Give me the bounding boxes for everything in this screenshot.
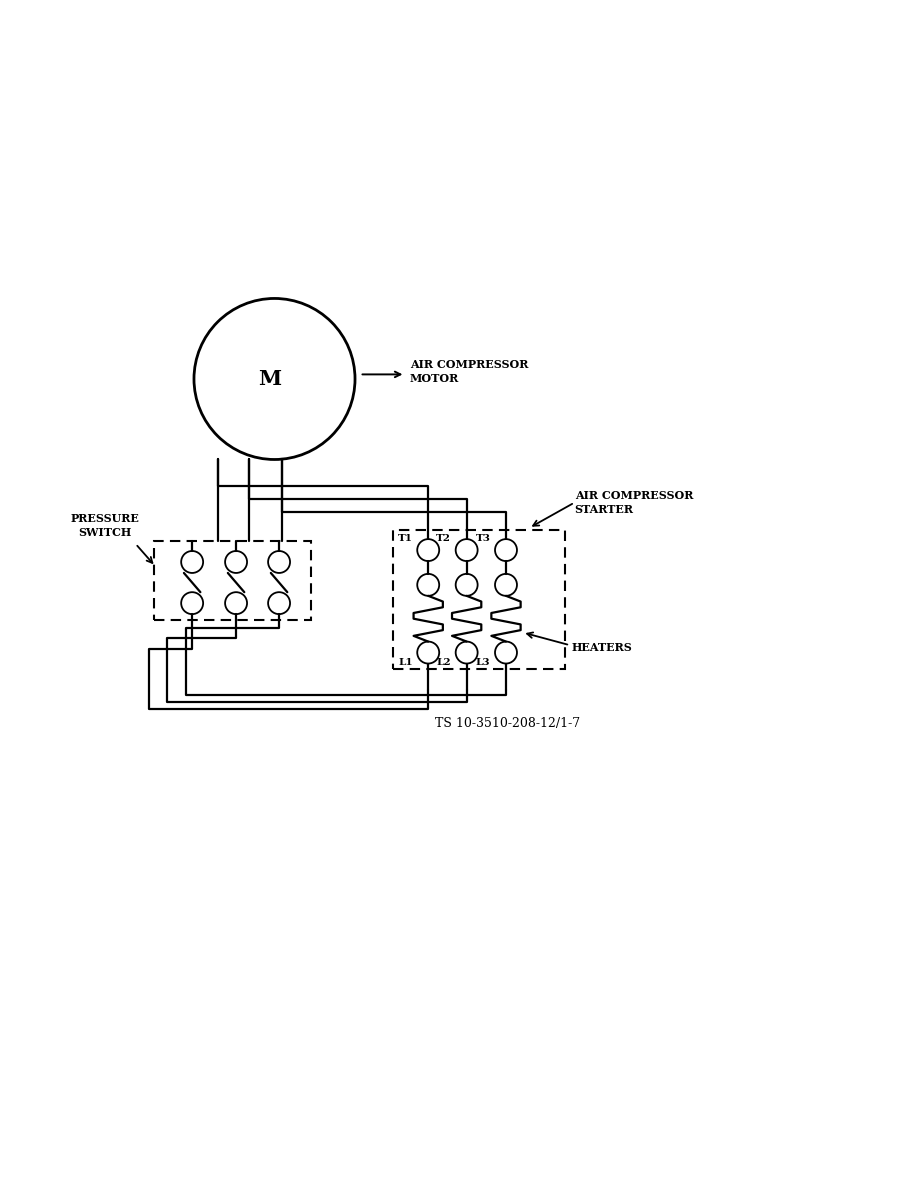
Text: T1: T1 <box>398 533 413 543</box>
Text: AIR COMPRESSOR
STARTER: AIR COMPRESSOR STARTER <box>575 491 693 514</box>
Text: HEATERS: HEATERS <box>572 643 632 653</box>
Text: AIR COMPRESSOR
MOTOR: AIR COMPRESSOR MOTOR <box>410 359 528 385</box>
Text: TS 10-3510-208-12/1-7: TS 10-3510-208-12/1-7 <box>436 718 580 731</box>
Bar <box>154 541 311 620</box>
Text: T2: T2 <box>436 533 451 543</box>
Text: PRESSURE
SWITCH: PRESSURE SWITCH <box>70 513 140 538</box>
Bar <box>393 530 565 669</box>
Text: L2: L2 <box>436 658 451 666</box>
Text: M: M <box>258 369 282 388</box>
Text: L1: L1 <box>398 658 413 666</box>
Text: L3: L3 <box>476 658 490 666</box>
Text: T3: T3 <box>476 533 490 543</box>
